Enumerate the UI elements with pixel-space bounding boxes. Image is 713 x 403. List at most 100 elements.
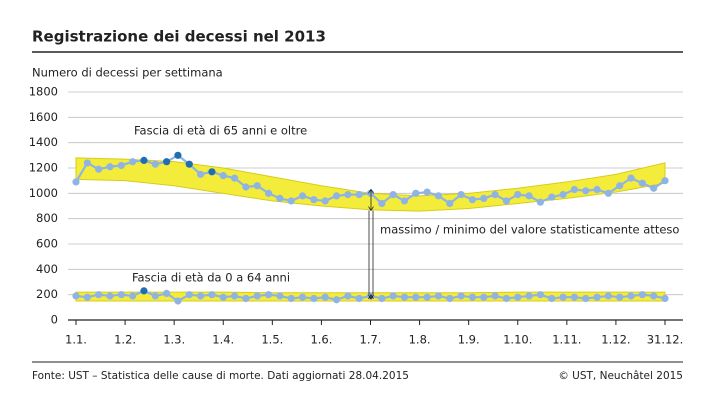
x-tick-label: 1.12. xyxy=(601,333,630,347)
point xyxy=(72,292,80,300)
point xyxy=(174,151,182,159)
point xyxy=(287,197,295,205)
y-tick-label: 800 xyxy=(36,211,58,225)
x-tick-label: 1.10. xyxy=(503,333,532,347)
point xyxy=(389,292,397,300)
point xyxy=(106,292,114,300)
point xyxy=(276,194,284,202)
point xyxy=(627,174,635,182)
y-tick-label: 1400 xyxy=(29,135,58,149)
point xyxy=(604,189,612,197)
point xyxy=(378,199,386,208)
point xyxy=(400,293,409,301)
point xyxy=(321,197,329,205)
x-tick-label: 1.7. xyxy=(360,333,382,347)
point xyxy=(434,192,443,200)
point xyxy=(332,296,341,304)
y-tick-label: 1800 xyxy=(29,85,58,99)
y-tick-label: 0 xyxy=(51,313,58,327)
point xyxy=(253,292,261,300)
point xyxy=(525,192,533,200)
chart-title: Registrazione dei decessi nel 2013 xyxy=(32,28,326,46)
point xyxy=(502,294,511,303)
annotation: massimo / minimo del valore statisticame… xyxy=(380,223,679,237)
x-tick-label: 31.12. xyxy=(647,333,684,347)
point xyxy=(570,185,578,194)
point xyxy=(185,291,193,299)
point xyxy=(83,293,91,301)
point xyxy=(298,293,307,301)
point xyxy=(627,292,635,300)
point xyxy=(593,185,601,194)
point xyxy=(412,189,420,197)
point xyxy=(457,191,465,199)
point xyxy=(185,160,193,168)
point xyxy=(638,179,646,187)
expected-band xyxy=(75,157,666,212)
point xyxy=(514,293,522,301)
point xyxy=(151,292,159,300)
point xyxy=(355,294,363,303)
arrow-head xyxy=(368,188,374,212)
point xyxy=(650,184,658,192)
point xyxy=(72,178,80,186)
point xyxy=(117,291,125,299)
point xyxy=(163,289,171,297)
point xyxy=(151,160,159,168)
copyright: © UST, Neuchâtel 2015 xyxy=(558,370,683,382)
point xyxy=(446,199,454,208)
point xyxy=(310,294,318,303)
point xyxy=(480,293,488,301)
point xyxy=(242,294,250,303)
point xyxy=(140,156,148,164)
point xyxy=(298,192,307,200)
point xyxy=(83,159,91,167)
point xyxy=(196,170,205,178)
point xyxy=(457,292,465,300)
point xyxy=(650,292,658,300)
point xyxy=(378,294,386,303)
x-tick-label: 1.9. xyxy=(458,333,480,347)
y-tick-label: 400 xyxy=(36,262,58,276)
point xyxy=(264,189,273,197)
point xyxy=(219,293,227,301)
point xyxy=(230,174,239,182)
point xyxy=(480,194,488,202)
point xyxy=(230,292,239,300)
point xyxy=(389,191,397,199)
point xyxy=(548,193,556,201)
point xyxy=(242,183,250,191)
point xyxy=(536,198,545,206)
point xyxy=(196,292,205,300)
point xyxy=(570,293,578,301)
point xyxy=(310,196,318,204)
point xyxy=(129,292,137,300)
x-tick-label: 1.11. xyxy=(552,333,581,347)
point xyxy=(287,294,295,303)
point xyxy=(446,294,454,303)
point xyxy=(129,158,137,166)
source: Fonte: UST – Statistica delle cause di m… xyxy=(32,370,409,382)
x-tick-label: 1.5. xyxy=(261,333,283,347)
point xyxy=(208,168,216,176)
point xyxy=(219,172,227,180)
point xyxy=(321,293,329,301)
point xyxy=(468,293,477,301)
point xyxy=(604,292,612,300)
point xyxy=(163,158,171,166)
annotation: Fascia di età di 65 anni e oltre xyxy=(134,124,307,138)
y-tick-label: 600 xyxy=(36,237,58,251)
x-tick-label: 1.4. xyxy=(212,333,234,347)
point xyxy=(616,182,624,190)
point xyxy=(661,177,669,185)
point xyxy=(638,291,646,299)
point xyxy=(525,292,533,300)
y-tick-label: 1600 xyxy=(29,110,58,124)
x-tick-label: 1.8. xyxy=(409,333,431,347)
point xyxy=(434,292,443,300)
x-tick-label: 1.2. xyxy=(114,333,136,347)
point xyxy=(332,192,341,200)
point xyxy=(616,293,624,301)
point xyxy=(95,165,103,173)
point xyxy=(253,182,261,190)
